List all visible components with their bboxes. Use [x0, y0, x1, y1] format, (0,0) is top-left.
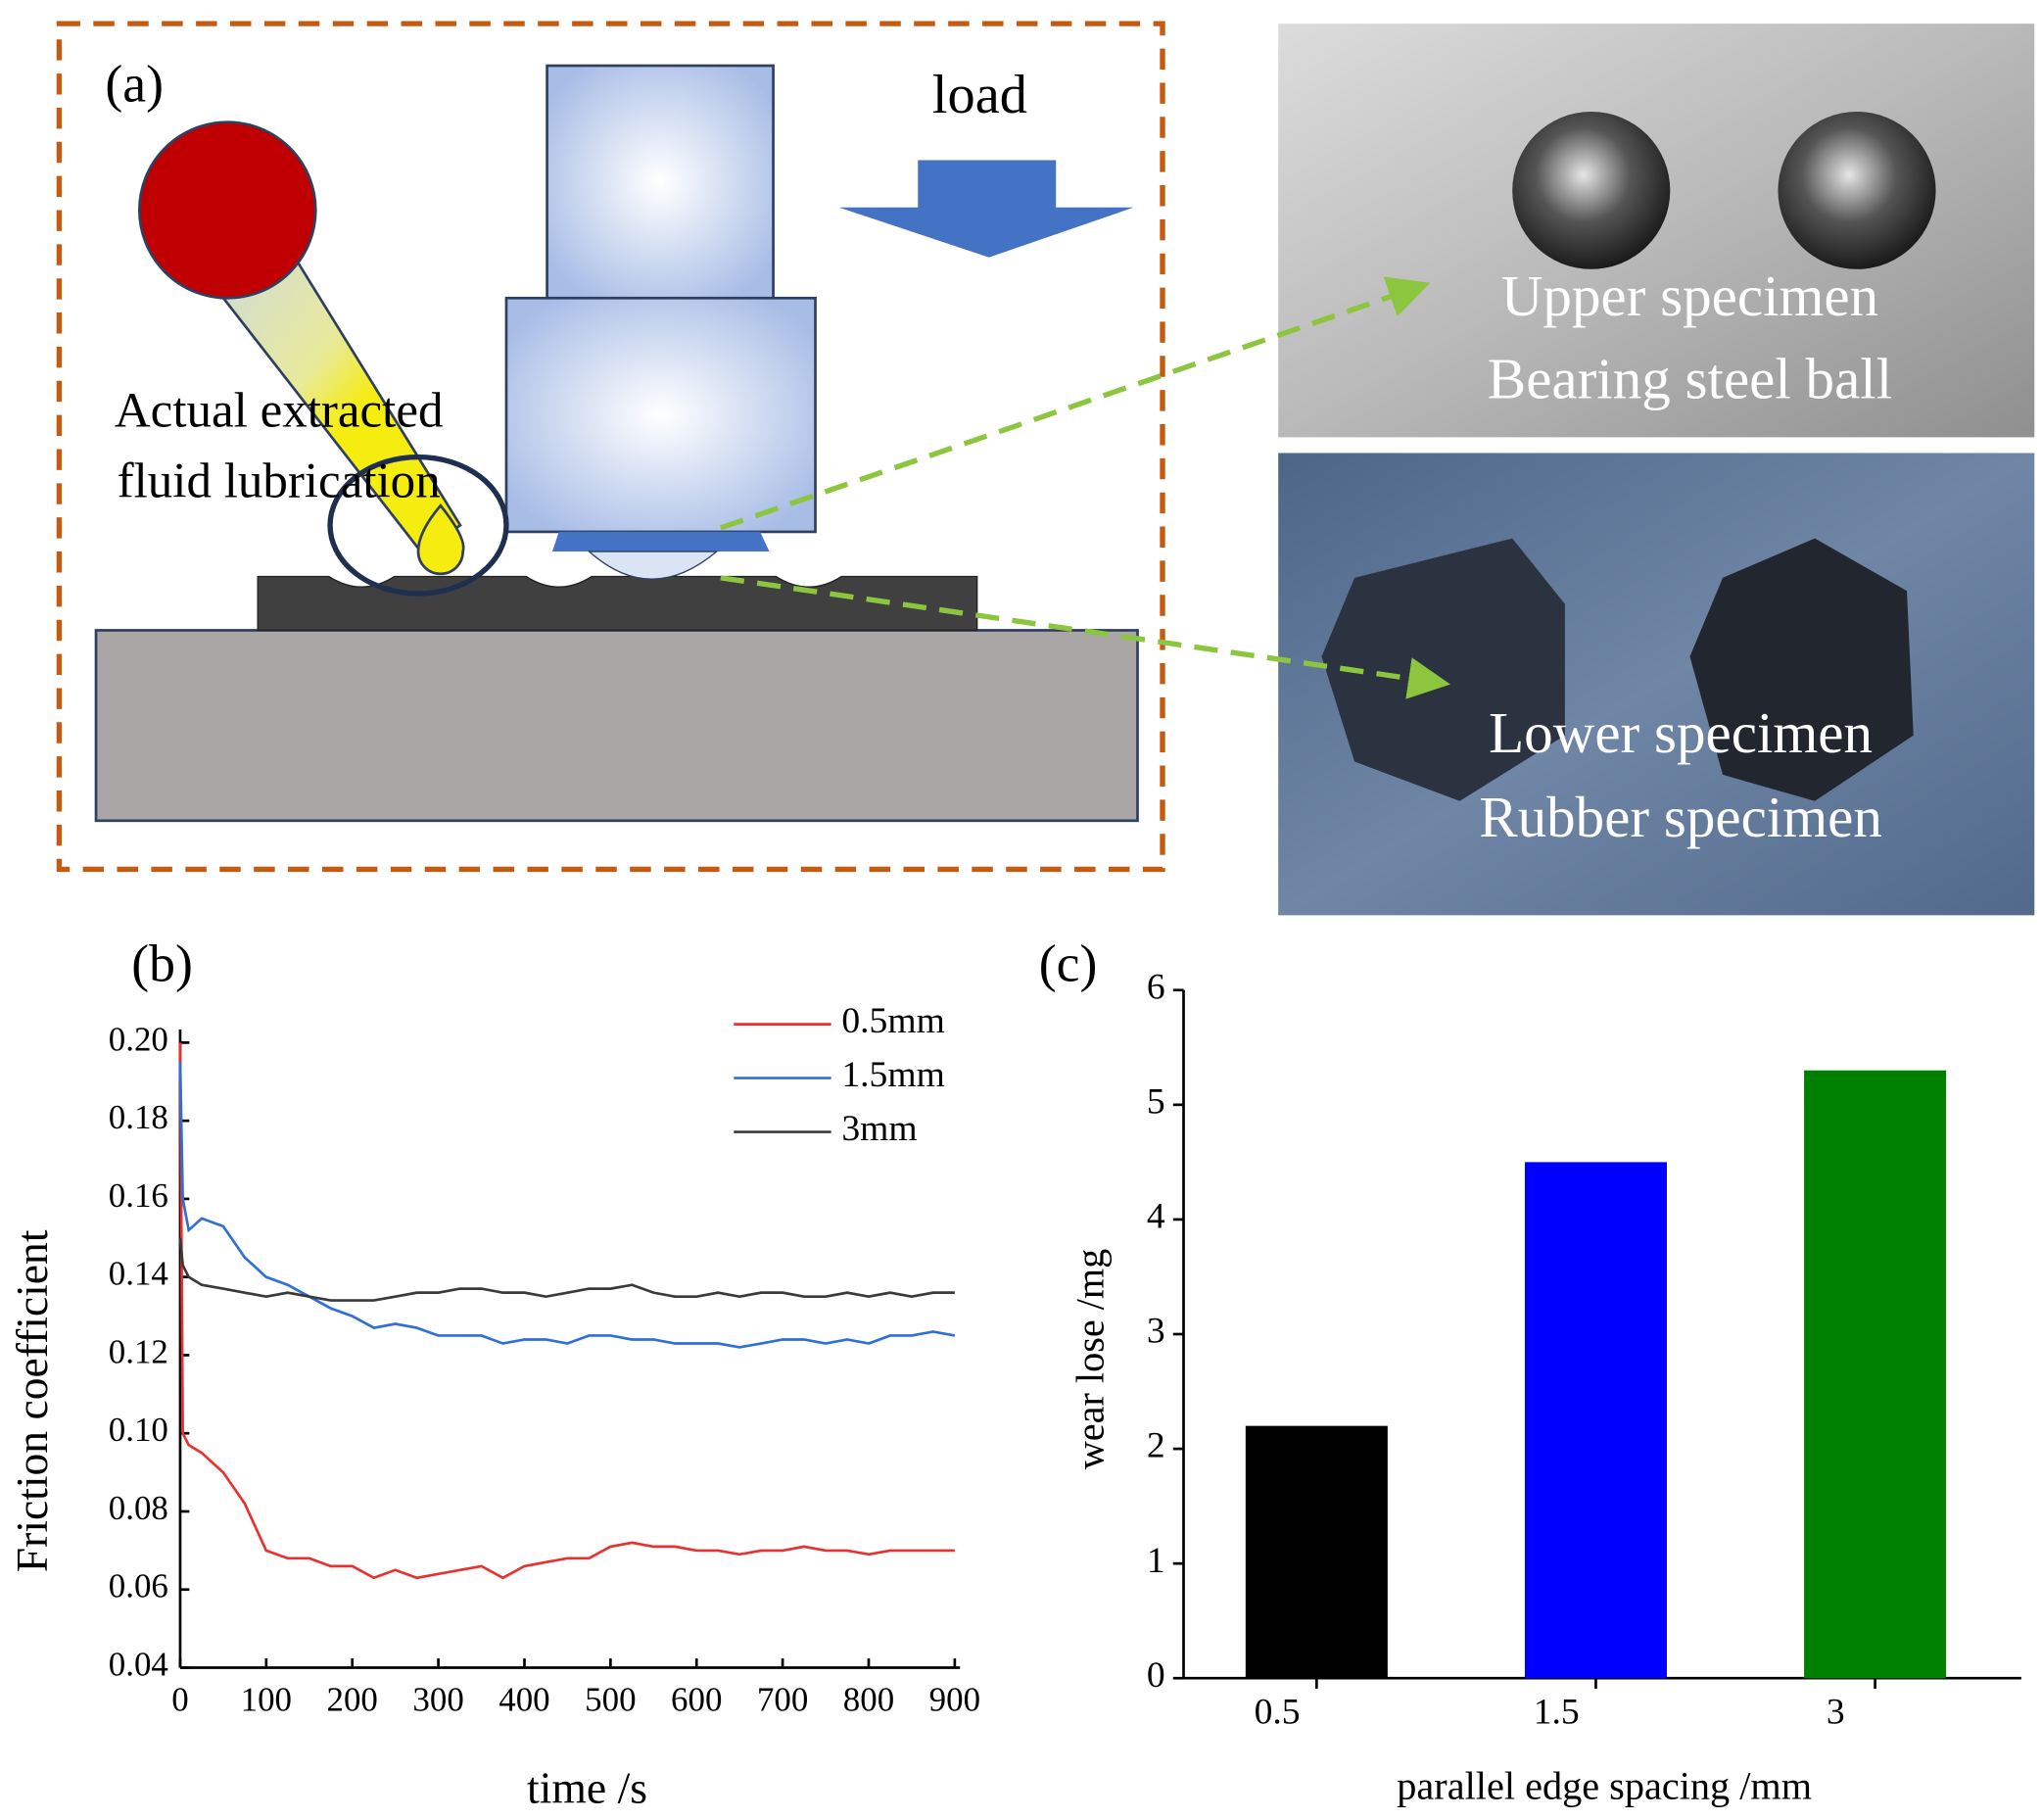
x-tick-label: 100 — [241, 1681, 292, 1719]
y-tick-label: 0 — [1147, 1655, 1165, 1696]
lubrication-label: fluid lubrication — [118, 455, 441, 509]
rubber-block — [257, 575, 978, 632]
legend-label: 1.5mm — [841, 1055, 944, 1095]
y-tick-label: 1 — [1147, 1541, 1165, 1581]
bulb — [137, 120, 317, 300]
y-axis-label: Friction coefficient — [7, 1229, 57, 1572]
load-label: load — [932, 65, 1027, 125]
y-tick-label: 0.12 — [109, 1332, 168, 1370]
y-tick-label: 0.14 — [109, 1255, 168, 1293]
y-tick-label: 0.18 — [109, 1098, 168, 1136]
x-tick-label: 600 — [671, 1681, 722, 1719]
lubrication-label: Actual extracted — [115, 383, 444, 438]
y-tick-label: 0.16 — [109, 1176, 168, 1215]
photo-caption: Lower specimen — [1489, 700, 1873, 765]
y-tick-label: 0.20 — [109, 1020, 168, 1058]
y-tick-label: 0.06 — [109, 1567, 168, 1605]
x-tick-label: 900 — [929, 1681, 980, 1719]
panel-frame — [56, 21, 1165, 873]
legend-label: 3mm — [841, 1109, 917, 1149]
x-tick-label: 300 — [412, 1681, 463, 1719]
hex-photo — [1689, 538, 1914, 801]
x-axis-label: parallel edge spacing /mm — [1397, 1763, 1812, 1807]
load-arrow — [838, 160, 1134, 258]
y-tick-label: 0.08 — [109, 1489, 168, 1527]
y-tick-label: 6 — [1147, 967, 1165, 1007]
series-line — [178, 1062, 956, 1349]
pointer-arrow — [720, 575, 1450, 699]
series-line — [178, 1042, 955, 1580]
holder-top — [546, 64, 775, 300]
steel-ball — [587, 551, 719, 580]
x-axis-label: time /s — [527, 1762, 647, 1812]
x-tick-label: 400 — [498, 1681, 549, 1719]
clamp — [551, 531, 770, 552]
x-tick-label: 700 — [757, 1681, 808, 1719]
bar — [1804, 1070, 1947, 1679]
photo-caption: Upper specimen — [1501, 263, 1878, 328]
x-tick-label: 500 — [585, 1681, 636, 1719]
x-tick-label: 800 — [843, 1681, 894, 1719]
y-tick-label: 5 — [1147, 1081, 1165, 1122]
x-tick-label: 0.5 — [1255, 1692, 1301, 1732]
ball-photo — [1778, 111, 1936, 269]
y-tick-label: 3 — [1147, 1312, 1165, 1352]
bar — [1524, 1162, 1667, 1679]
x-tick-label: 3 — [1827, 1692, 1845, 1732]
photo-caption: Bearing steel ball — [1488, 346, 1892, 410]
legend-label: 0.5mm — [841, 1001, 944, 1041]
y-tick-label: 4 — [1147, 1197, 1165, 1237]
panel-label: (b) — [131, 934, 193, 993]
y-tick-label: 2 — [1147, 1426, 1165, 1466]
x-tick-label: 200 — [327, 1681, 378, 1719]
holder — [504, 296, 817, 534]
series-line — [178, 1237, 955, 1302]
bar — [1245, 1425, 1388, 1679]
base — [94, 629, 1139, 823]
y-tick-label: 0.04 — [109, 1646, 168, 1684]
panel-label: (c) — [1039, 934, 1098, 993]
y-axis-label: wear lose /mg — [1068, 1249, 1112, 1470]
panel-label: (a) — [105, 54, 164, 113]
x-tick-label: 0 — [171, 1681, 188, 1719]
x-tick-label: 1.5 — [1534, 1692, 1580, 1732]
photo-caption: Rubber specimen — [1479, 785, 1882, 849]
pointer-arrow — [719, 276, 1431, 531]
drop — [416, 503, 465, 576]
ball-photo — [1512, 111, 1671, 269]
charts: (b) 0.04 0.06 0.08 0.10 0.12 0.14 0.16 0.18 0.20 0… — [7, 934, 2021, 1812]
y-tick-label: 0.10 — [109, 1411, 168, 1449]
highlight-circle — [327, 454, 509, 597]
